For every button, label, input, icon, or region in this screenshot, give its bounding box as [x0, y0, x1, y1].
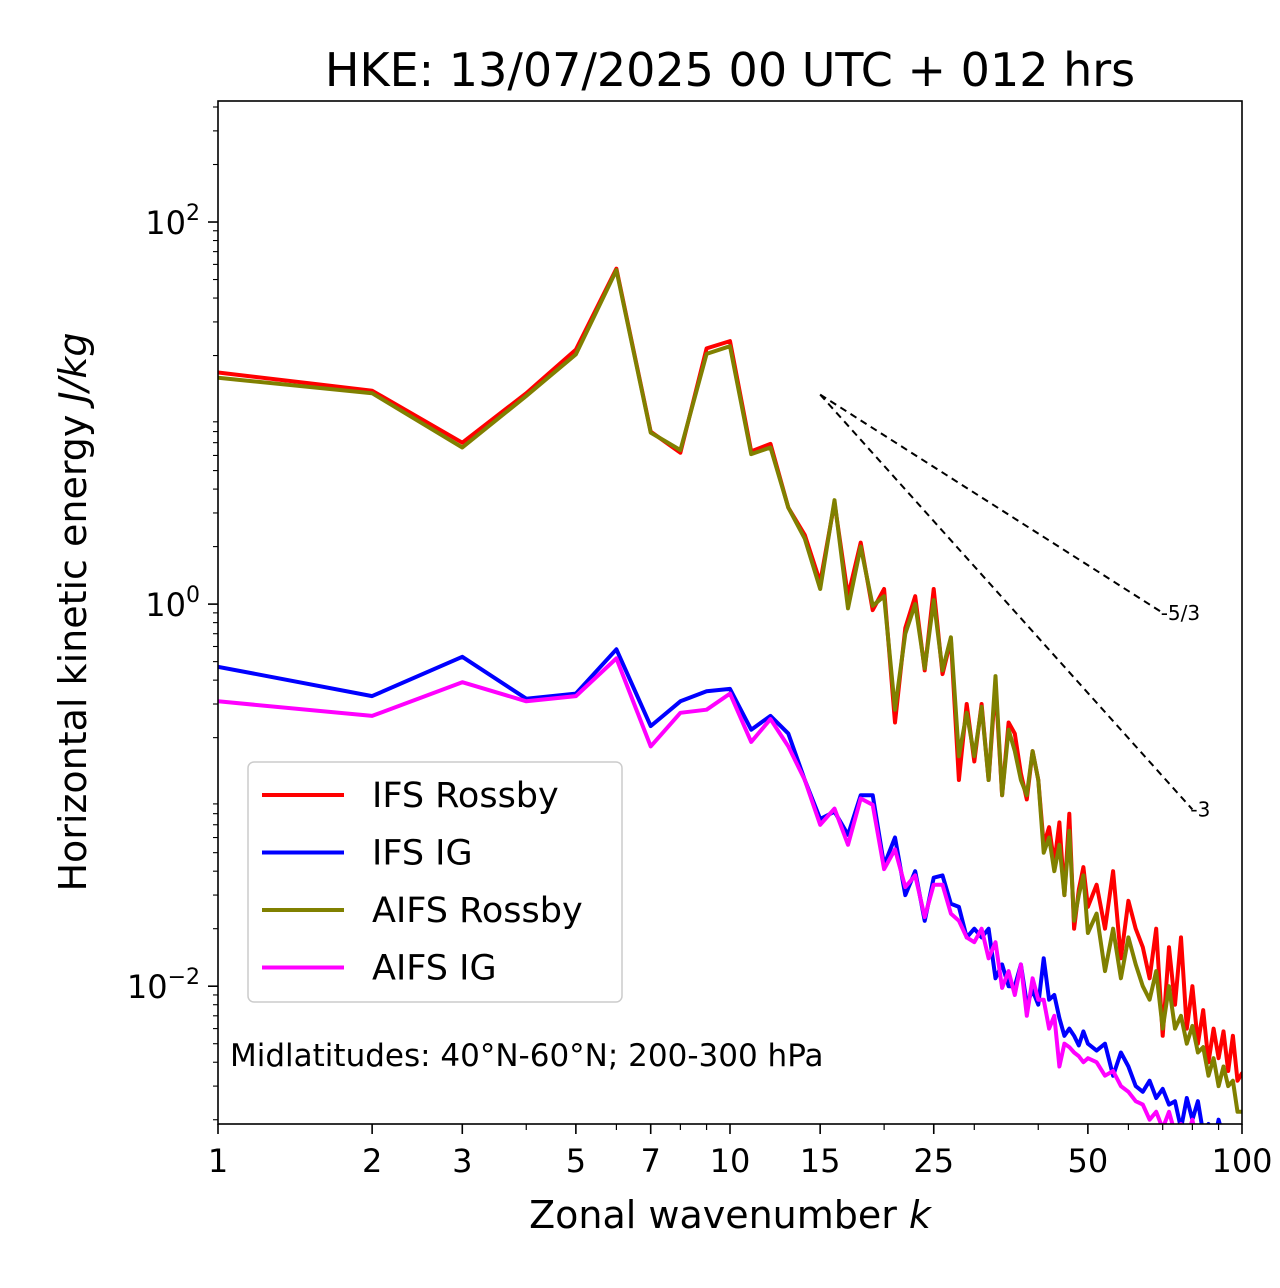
x-tick-label: 3: [452, 1142, 472, 1180]
series-layer: [218, 266, 1242, 1124]
x-tick-label: 1: [208, 1142, 228, 1180]
chart-title: HKE: 13/07/2025 00 UTC + 012 hrs: [325, 43, 1135, 97]
y-tick-label: 10−2: [127, 965, 200, 1006]
slope-label-2: -3: [1190, 797, 1210, 821]
axis-ticks: 1 2 3 5 7 10 15 25 50 100 102 100 10−2: [127, 106, 1273, 1180]
legend-label-3: AIFS Rossby: [372, 891, 583, 931]
x-tick-label: 5: [566, 1142, 586, 1180]
legend-label-4: AIFS IG: [372, 949, 497, 989]
x-tick-label: 2: [362, 1142, 382, 1180]
x-tick-label: 15: [800, 1142, 841, 1180]
y-axis-label-units: J/kg: [51, 332, 95, 409]
legend-entries: IFS Rossby IFS IG AIFS Rossby AIFS IG: [262, 776, 583, 989]
y-tick-label: 102: [145, 201, 200, 242]
legend: IFS Rossby IFS IG AIFS Rossby AIFS IG: [247, 761, 623, 1003]
y-axis-label-text: Horizontal kinetic energy: [51, 415, 95, 892]
series-line-3: [218, 268, 1242, 1114]
slope-line-1: [819, 393, 1164, 614]
legend-label-2: IFS IG: [372, 834, 473, 874]
legend-box: [247, 761, 623, 1003]
x-axis-label-text: Zonal wavenumber: [529, 1193, 897, 1237]
slope-label-1: -5/3: [1161, 601, 1200, 625]
x-tick-label: 10: [710, 1142, 751, 1180]
series-line-4: [218, 656, 1196, 1124]
x-tick-label: 50: [1068, 1142, 1109, 1180]
slope-line-2: [819, 393, 1194, 811]
x-axis-label: Zonal wavenumber k: [529, 1193, 933, 1237]
x-tick-label: 7: [641, 1142, 661, 1180]
y-axis-label: Horizontal kinetic energy J/kg: [51, 332, 95, 891]
reference-slope-labels: -5/3 -3: [1161, 601, 1211, 822]
x-tick-label: 25: [913, 1142, 954, 1180]
x-tick-label: 100: [1211, 1142, 1272, 1180]
legend-label-1: IFS Rossby: [372, 776, 559, 816]
reference-slopes: [819, 393, 1194, 811]
y-tick-label: 100: [145, 583, 200, 624]
region-annotation: Midlatitudes: 40°N-60°N; 200-300 hPa: [230, 1038, 824, 1074]
x-axis-label-symbol: k: [909, 1193, 933, 1237]
